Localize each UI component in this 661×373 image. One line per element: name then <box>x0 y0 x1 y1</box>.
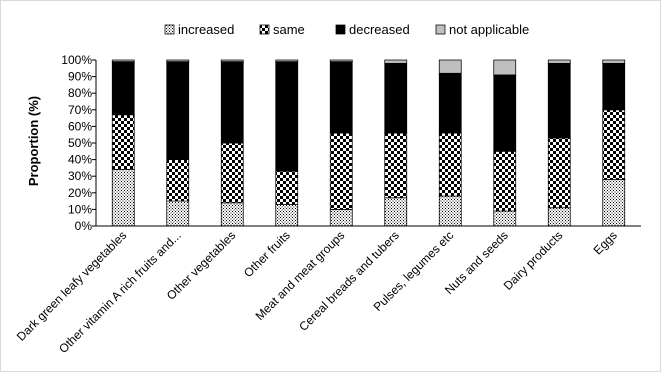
legend-label: decreased <box>349 22 410 37</box>
y-tick-label: 40% <box>68 153 92 167</box>
bar-segment-increased <box>111 169 135 227</box>
bar-segment-increased <box>384 197 408 227</box>
bar-stack <box>275 59 299 227</box>
legend-swatch <box>259 24 270 35</box>
bar-segment-not-applicable <box>275 59 299 63</box>
bar-segment-increased <box>547 207 571 227</box>
bars <box>111 59 626 227</box>
bar-segment-decreased <box>166 61 190 160</box>
bar-stack <box>220 59 244 227</box>
bar-segment-increased <box>602 179 626 227</box>
bar-segment-not-applicable <box>493 59 517 76</box>
bar-segment-not-applicable <box>220 59 244 63</box>
axes <box>95 60 641 227</box>
bar-segment-decreased <box>493 74 517 152</box>
bar-segment-same <box>547 137 571 209</box>
bar-segment-not-applicable <box>602 59 626 64</box>
bar-segment-same <box>166 159 190 202</box>
legend-item: not applicable <box>435 22 529 37</box>
bar-segment-not-applicable <box>111 59 135 63</box>
bar-segment-decreased <box>329 61 353 134</box>
legend-swatch <box>335 24 346 35</box>
bar-segment-increased <box>493 210 517 227</box>
y-tick-label: 60% <box>68 119 92 133</box>
legend-item: decreased <box>335 22 410 37</box>
bar-segment-decreased <box>602 62 626 111</box>
legend-item: increased <box>164 22 234 37</box>
bar-segment-not-applicable <box>166 59 190 63</box>
x-tick-label: Meat and meat groups <box>253 228 348 323</box>
bar-segment-not-applicable <box>547 59 571 64</box>
legend-label: same <box>273 22 305 37</box>
legend: increased same decreased not applicable <box>164 22 529 37</box>
legend-swatch <box>164 24 175 35</box>
bar-segment-same <box>438 132 462 197</box>
bar-segment-not-applicable <box>384 59 408 64</box>
legend-item: same <box>259 22 305 37</box>
bar-stack <box>602 59 626 227</box>
bar-segment-increased <box>220 202 244 227</box>
bar-segment-same <box>384 132 408 199</box>
y-tick-label: 0% <box>75 219 93 233</box>
bar-stack <box>438 59 462 227</box>
bar-segment-decreased <box>275 61 299 172</box>
y-axis-label: Proportion (%) <box>26 96 41 186</box>
y-tick-label: 70% <box>68 103 92 117</box>
x-tick-label: Cereal breads and tubers <box>296 228 402 334</box>
bar-segment-not-applicable <box>438 59 462 74</box>
bar-segment-same <box>220 142 244 204</box>
bar-stack <box>384 59 408 227</box>
bar-segment-increased <box>166 200 190 227</box>
bar-segment-decreased <box>111 61 135 116</box>
bar-segment-increased <box>329 209 353 227</box>
bar-segment-same <box>329 132 353 210</box>
legend-swatch <box>435 24 446 35</box>
x-tick-label: Dark green leafy vegetables <box>14 228 130 344</box>
y-tick-label: 50% <box>68 136 92 150</box>
bar-stack <box>111 59 135 227</box>
y-tick-label: 100% <box>61 53 92 67</box>
x-tick-label: Other fruits <box>241 228 293 280</box>
bar-segment-same <box>602 109 626 180</box>
bar-stack <box>547 59 571 227</box>
y-tick-label: 10% <box>68 202 92 216</box>
bar-segment-same <box>275 170 299 205</box>
bar-segment-increased <box>275 204 299 227</box>
bar-stack <box>166 59 190 227</box>
bar-stack <box>493 59 517 227</box>
bar-segment-same <box>493 150 517 212</box>
y-tick-label: 90% <box>68 70 92 84</box>
y-tick-label: 30% <box>68 169 92 183</box>
legend-label: increased <box>178 22 234 37</box>
y-axis-ticks: 0% 10% 20% 30% 40% 50% 60% 70% 80% 90% 100% <box>61 53 96 233</box>
y-tick-label: 20% <box>68 186 92 200</box>
bar-segment-increased <box>438 195 462 227</box>
y-tick-label: 80% <box>68 86 92 100</box>
bar-segment-decreased <box>438 72 462 134</box>
legend-label: not applicable <box>449 22 529 37</box>
x-tick-label: Eggs <box>591 228 620 257</box>
bar-segment-decreased <box>547 62 571 139</box>
bar-segment-decreased <box>384 62 408 134</box>
bar-segment-not-applicable <box>329 59 353 63</box>
bar-stack <box>329 59 353 227</box>
bar-segment-decreased <box>220 61 244 144</box>
bar-segment-same <box>111 114 135 170</box>
